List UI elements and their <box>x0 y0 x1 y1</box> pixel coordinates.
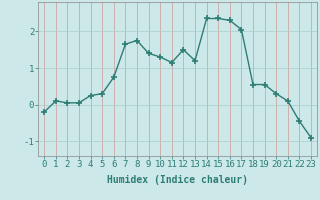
X-axis label: Humidex (Indice chaleur): Humidex (Indice chaleur) <box>107 175 248 185</box>
